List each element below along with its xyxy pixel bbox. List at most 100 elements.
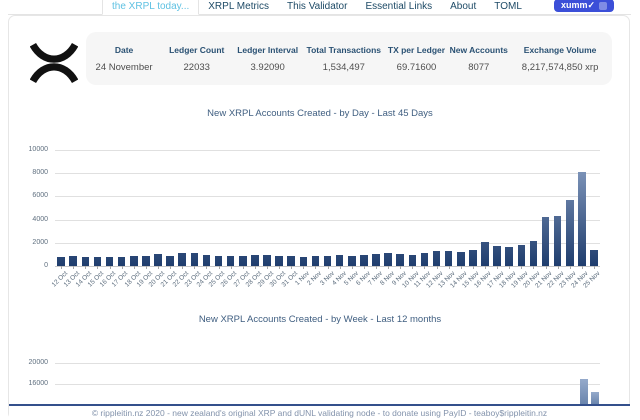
gridline: [55, 219, 600, 221]
bar-7-nov: [372, 254, 380, 266]
qr-icon: [599, 1, 607, 10]
bar-6-nov: [360, 255, 368, 266]
bar-21-oct: [166, 256, 174, 266]
bar-26-oct: [226, 256, 235, 266]
gridline: [55, 384, 600, 385]
gridline: [55, 173, 600, 175]
bar-28-oct: [251, 255, 259, 266]
stat-header: New Accounts: [449, 44, 508, 55]
bar-9-nov: [396, 254, 404, 266]
stat-value: 69.71600: [396, 61, 437, 73]
axis-tick: [424, 266, 426, 269]
tab-toml[interactable]: TOML: [494, 1, 522, 12]
bar-22-nov: [553, 216, 562, 266]
bar-22-oct: [178, 253, 186, 266]
tab-essential-links[interactable]: Essential Links: [365, 1, 433, 12]
gridline: [55, 242, 600, 244]
top-navbar: the XRPL today... XRPL Metrics This Valida…: [8, 0, 631, 15]
axis-tick: [412, 266, 414, 269]
stat-value: 1,534,497: [322, 61, 365, 73]
axis-tick: [363, 266, 365, 269]
y-axis-label: 8000: [32, 169, 48, 177]
bar-17-nov: [493, 246, 501, 266]
bar-17-oct: [117, 257, 126, 266]
footer-text: © rippleitin.nz 2020 - new zealand's ori…: [91, 408, 548, 418]
axis-tick: [351, 266, 353, 269]
axis-tick: [145, 266, 147, 269]
stat-date: Date 24 November: [86, 45, 162, 73]
stat-exchange-volume: Exchange Volume 8,217,574,850 xrp: [508, 45, 612, 73]
bar-20-nov: [529, 241, 538, 266]
axis-tick: [448, 266, 450, 269]
bar-23-oct: [190, 253, 198, 266]
axis-tick: [569, 266, 571, 269]
axis-tick: [521, 266, 523, 269]
axis-tick: [61, 266, 63, 269]
axis-tick: [593, 266, 595, 269]
stat-new-accounts: New Accounts 8077: [449, 45, 508, 73]
axis-tick: [303, 266, 305, 269]
stat-header: Exchange Volume: [523, 44, 597, 55]
axis-tick: [109, 266, 111, 269]
axis-tick: [436, 266, 438, 269]
gridline: [55, 363, 600, 364]
stat-value: 22033: [183, 61, 210, 73]
axis-tick: [279, 266, 281, 269]
stat-tx-per-ledger: TX per Ledger 69.71600: [384, 45, 450, 73]
axis-tick: [194, 266, 196, 269]
axis-tick: [472, 266, 474, 269]
stat-value: 3.92090: [250, 61, 285, 73]
bar-15-nov: [469, 250, 477, 266]
bar-20-oct: [154, 254, 162, 266]
bar-15-oct: [93, 257, 102, 266]
y-axis-label: 16000: [28, 380, 48, 387]
gridline: [55, 150, 600, 151]
stat-header: Date: [114, 44, 134, 55]
stat-total-transactions: Total Transactions 1,534,497: [304, 45, 384, 73]
axis-tick: [157, 266, 159, 269]
nav-tabs: the XRPL today... XRPL Metrics This Valida…: [102, 0, 531, 15]
axis-tick: [557, 266, 559, 269]
axis-tick: [400, 266, 402, 269]
axis-tick: [533, 266, 535, 269]
bar-30-oct: [275, 256, 283, 266]
bar-11-nov: [420, 253, 429, 266]
stat-value: 24 November: [95, 61, 153, 73]
axis-tick: [266, 266, 268, 269]
tab-this-validator[interactable]: This Validator: [287, 1, 348, 12]
bar-18-nov: [505, 247, 513, 266]
xumm-button[interactable]: xumm✓: [553, 0, 614, 12]
axis-tick: [97, 266, 99, 269]
bar-18-oct: [130, 256, 138, 266]
bar-12-nov: [432, 251, 441, 266]
bar-13-nov: [444, 251, 453, 266]
tab-the-xrpl-today[interactable]: the XRPL today...: [102, 0, 200, 15]
chart1-title: New XRPL Accounts Created - by Day - Las…: [207, 108, 433, 119]
axis-tick: [339, 266, 341, 269]
bar-8-nov: [384, 253, 392, 266]
bar-13-oct: [69, 256, 77, 266]
bar-16-oct: [105, 257, 114, 266]
bar-19-nov: [517, 245, 525, 266]
tab-about[interactable]: About: [450, 1, 477, 12]
footer: © rippleitin.nz 2020 - new zealand's ori…: [9, 404, 630, 420]
y-axis-label: 10000: [28, 146, 48, 153]
axis-tick: [230, 266, 232, 269]
weekly-bar: [590, 391, 599, 404]
axis-tick: [242, 266, 244, 269]
axis-tick: [388, 266, 390, 269]
y-axis-label: 4000: [32, 215, 48, 223]
tab-xrpl-metrics[interactable]: XRPL Metrics: [208, 1, 270, 12]
y-axis-label: 20000: [28, 359, 48, 366]
stat-value: 8,217,574,850 xrp: [521, 61, 599, 73]
axis-tick: [254, 266, 256, 269]
stat-ledger-count: Ledger Count 22033: [162, 45, 231, 73]
y-axis-label: 2000: [32, 238, 48, 246]
stat-header: Ledger Count: [169, 44, 225, 55]
axis-tick: [315, 266, 317, 269]
bar-1-nov: [299, 257, 307, 266]
bar-24-oct: [202, 255, 211, 266]
axis-tick: [327, 266, 329, 269]
axis-tick: [182, 266, 184, 269]
bar-25-oct: [214, 256, 223, 266]
